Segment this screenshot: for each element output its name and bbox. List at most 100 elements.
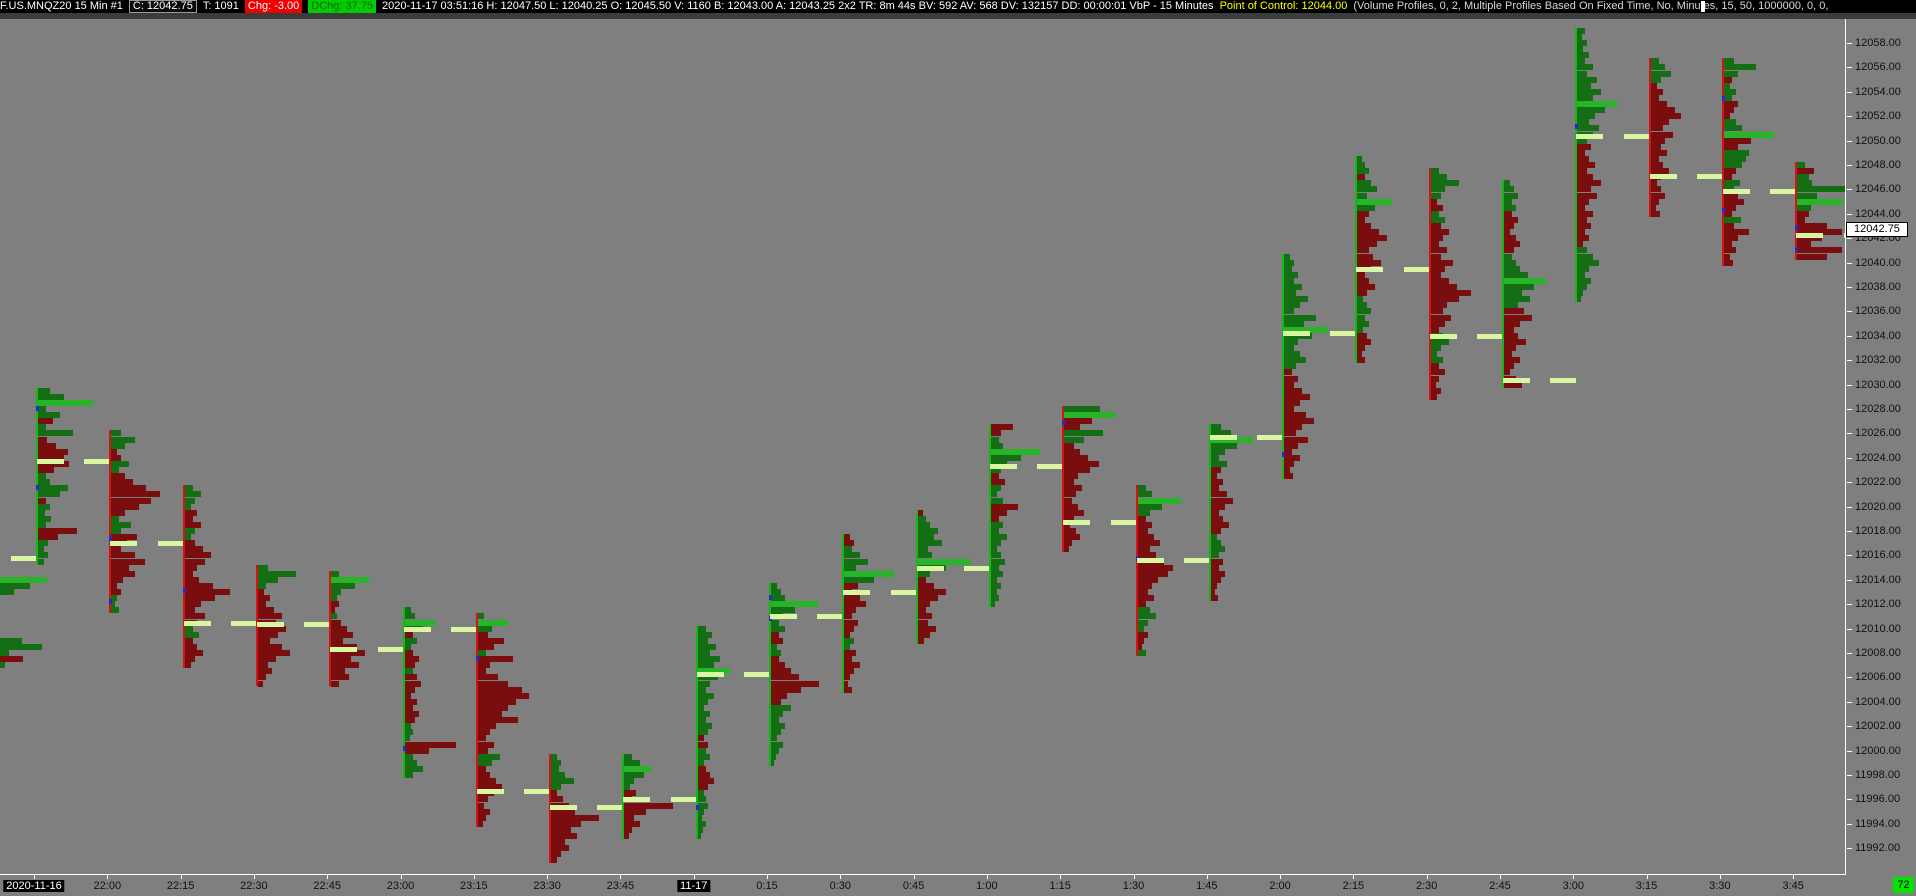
volume-bar: [771, 631, 779, 638]
volume-bar: [1284, 399, 1301, 406]
poc-line: [84, 459, 111, 465]
volume-bar: [1137, 619, 1148, 626]
time-axis[interactable]: 2020-11-16 22:00 22:15 22:30 22:45 23:00 23:15…: [0, 874, 1916, 896]
volume-bar: [1210, 442, 1237, 449]
volume-bar: [1577, 235, 1590, 242]
price-label: 12004.00: [1855, 695, 1901, 708]
volume-bar: [1064, 515, 1075, 522]
volume-bar: [844, 570, 895, 577]
profile-anchor-line: [402, 607, 405, 778]
volume-bar: [1577, 155, 1590, 162]
price-axis[interactable]: 12058.00 12056.00 12054.00 12052.00 12050.00…: [1845, 19, 1916, 874]
price-tick: [1847, 311, 1852, 313]
volume-bar: [38, 534, 58, 541]
open-marker: [182, 587, 186, 593]
profile-anchor-line: [1208, 424, 1211, 602]
volume-bar: [1504, 296, 1530, 303]
price-tick: [1847, 531, 1852, 532]
volume-bar: [917, 540, 942, 547]
topbar-segment: F.US.MNQZ20 15 Min #1: [0, 0, 123, 12]
volume-bar: [844, 546, 853, 553]
bar-countdown-badge: 72: [1893, 877, 1914, 893]
volume-bar: [1650, 88, 1663, 95]
volume-bar: [184, 503, 191, 510]
volume-bar: [990, 601, 995, 608]
volume-bar: [331, 637, 344, 644]
volume-bar: [771, 674, 799, 681]
topbar-segment: T: 1091: [202, 0, 239, 12]
volume-bar: [697, 735, 704, 742]
profile-anchor-line: [1795, 162, 1798, 260]
volume-bar: [184, 491, 201, 498]
volume-bar: [990, 589, 997, 595]
volume-bar: [38, 479, 50, 486]
volume-bar: [1284, 454, 1301, 461]
volume-bar: [1650, 82, 1657, 89]
price-label: 12054.00: [1855, 85, 1901, 98]
volume-bar: [990, 436, 999, 443]
volume-bar: [1650, 58, 1659, 65]
volume-bar: [1357, 229, 1380, 236]
volume-bar: [1357, 223, 1372, 229]
volume-bar: [1284, 412, 1307, 419]
volume-bar: [551, 808, 576, 815]
open-marker: [1282, 452, 1286, 458]
volume-bar: [844, 613, 853, 620]
volume-bar: [111, 442, 126, 449]
volume-bar: [1797, 223, 1828, 229]
volume-bar: [1210, 564, 1219, 571]
volume-bar: [844, 595, 861, 602]
volume-bar: [257, 662, 268, 669]
volume-bar: [624, 784, 631, 791]
volume-bar: [697, 680, 710, 687]
volume-bar: [1577, 204, 1586, 211]
volume-bar: [697, 625, 706, 632]
price-tick: [1847, 335, 1852, 337]
volume-bar: [1137, 601, 1146, 608]
volume-bar: [917, 595, 938, 602]
volume-bar: [1577, 284, 1588, 290]
volume-bar: [1723, 125, 1742, 132]
volume-bar: [1504, 229, 1510, 236]
volume-bar: [1430, 186, 1445, 193]
volume-bar: [1577, 137, 1588, 144]
volume-bar: [404, 662, 415, 669]
volume-bar: [1064, 503, 1079, 510]
volume-bar: [1430, 290, 1471, 297]
volume-bar: [184, 485, 193, 492]
price-label: 12028.00: [1855, 403, 1901, 415]
volume-bar: [1137, 637, 1144, 644]
chart-canvas[interactable]: [0, 19, 1845, 874]
volume-bar: [1797, 204, 1812, 211]
volume-bar: [1064, 479, 1075, 486]
volume-bar: [1137, 607, 1150, 614]
poc-line: [916, 565, 944, 571]
volume-bar: [990, 515, 999, 522]
volume-bar: [38, 552, 48, 559]
time-tick: [1426, 875, 1428, 879]
volume-bar: [1210, 467, 1221, 473]
volume-bar: [1723, 198, 1744, 205]
volume-bar: [844, 662, 861, 669]
volume-bar: [1430, 326, 1439, 333]
time-label: 1:00: [976, 880, 998, 892]
volume-bar: [477, 735, 486, 742]
volume-bar: [331, 674, 350, 681]
volume-bar: [1723, 210, 1732, 217]
time-tick: [1573, 875, 1575, 879]
price-label: 12008.00: [1855, 647, 1901, 659]
volume-bar: [1650, 210, 1660, 217]
volume-bar: [38, 412, 60, 419]
volume-bar: [1504, 332, 1518, 339]
volume-bar: [1064, 412, 1116, 419]
volume-bar: [1650, 64, 1665, 71]
volume-bar: [1504, 320, 1520, 327]
poc-line: [1477, 333, 1503, 339]
volume-bar: [771, 625, 785, 632]
volume-bar: [1430, 345, 1441, 351]
volume-bar: [1797, 229, 1843, 236]
volume-bar: [1577, 107, 1606, 114]
volume-bar: [1137, 485, 1146, 492]
volume-bar: [1064, 473, 1079, 480]
volume-bar: [990, 564, 999, 571]
